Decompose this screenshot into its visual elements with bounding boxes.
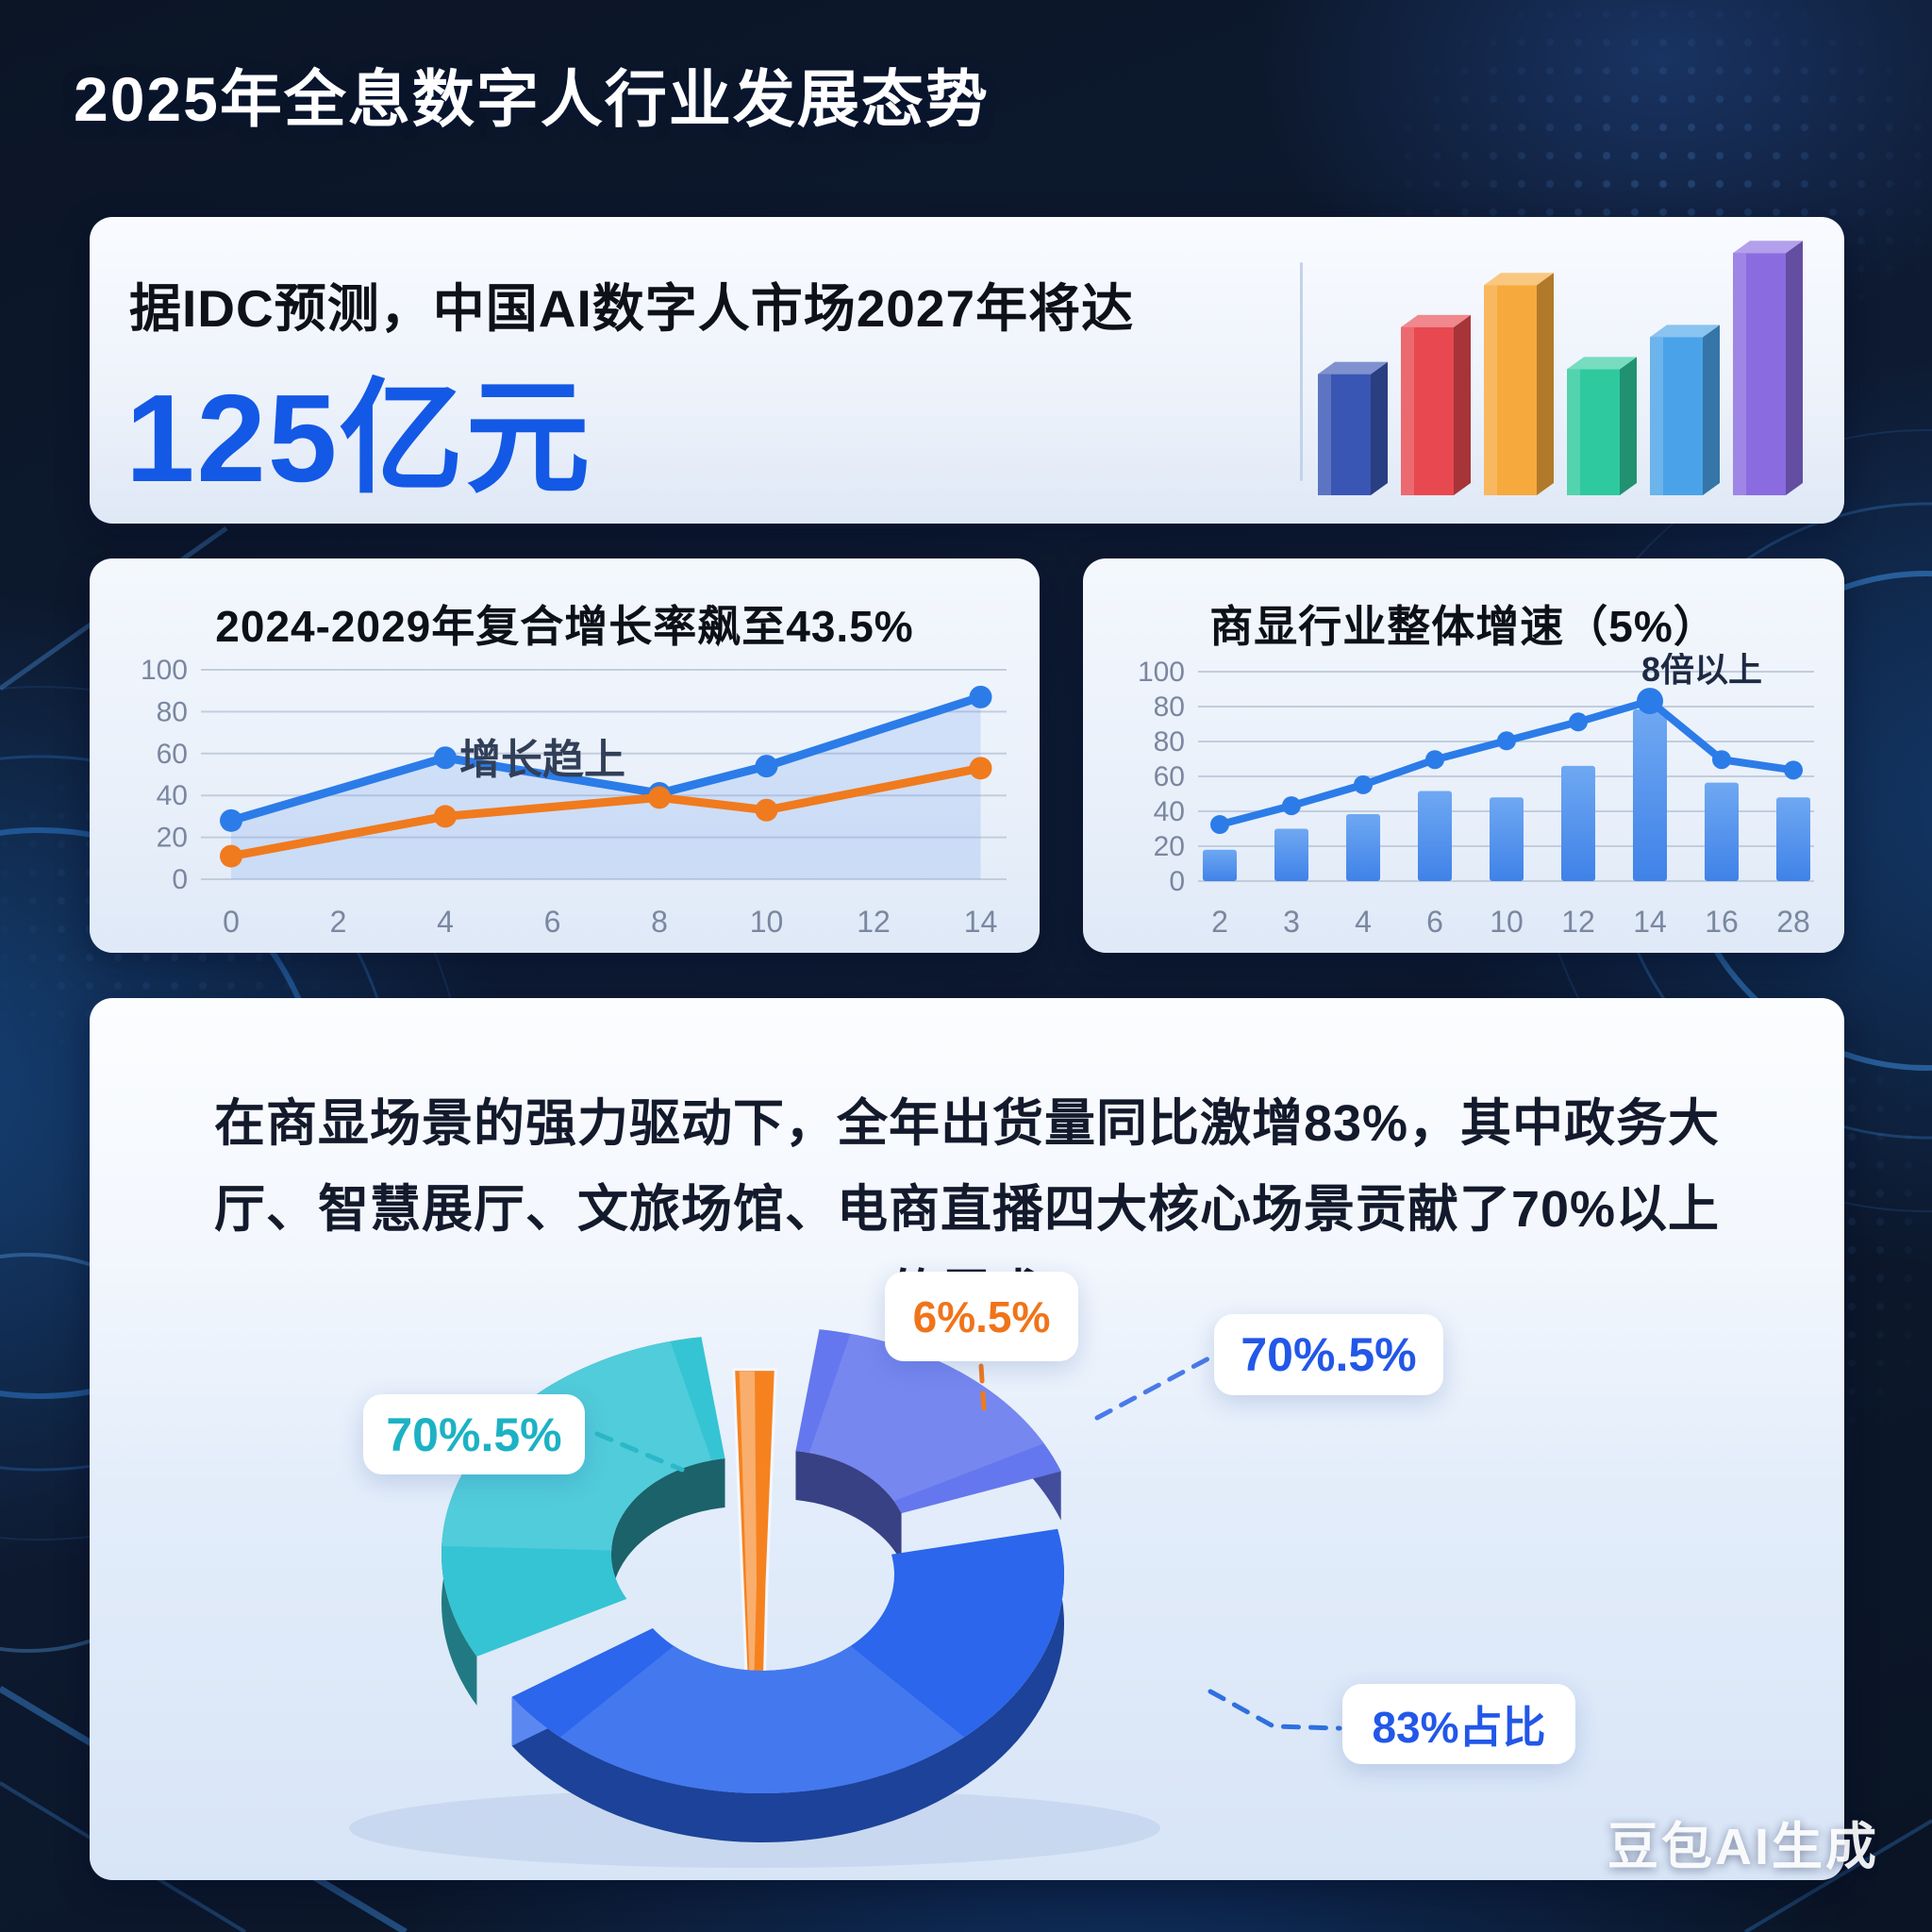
donut-label-orange: 6%.5% <box>885 1272 1078 1361</box>
svg-text:4: 4 <box>1355 905 1372 939</box>
cagr-card: 2024-2029年复合增长率飙至43.5% 100 80 60 40 20 0 0 2 4 6 8… <box>90 558 1040 953</box>
svg-text:40: 40 <box>157 780 188 811</box>
cagr-line-chart: 100 80 60 40 20 0 0 2 4 6 8 10 12 14 增长趋上 <box>141 655 1007 939</box>
svg-text:3: 3 <box>1283 905 1300 939</box>
svg-text:2: 2 <box>1211 905 1228 939</box>
cagr-chart-title: 2024-2029年复合增长率飙至43.5% <box>215 602 914 651</box>
idc-market-value: 125亿元 <box>125 369 592 508</box>
svg-text:4: 4 <box>437 905 454 939</box>
svg-text:12: 12 <box>857 905 891 939</box>
svg-text:40: 40 <box>1154 796 1185 827</box>
svg-text:16: 16 <box>1705 905 1739 939</box>
industry-chart-title: 商显行业整体增速（5%） <box>1209 602 1718 651</box>
idc-prediction-text: 据IDC预测，中国AI数字人市场2027年将达 <box>129 279 1135 338</box>
svg-text:80: 80 <box>1154 726 1185 758</box>
svg-text:10: 10 <box>750 905 784 939</box>
donut-label-orange-text: 6%.5% <box>912 1291 1051 1341</box>
svg-text:14: 14 <box>1633 905 1667 939</box>
donut-label-blue-text: 83%占比 <box>1372 1702 1546 1752</box>
idc-3d-bar-chart <box>1318 241 1803 496</box>
donut-label-periwinkle: 70%.5% <box>1214 1314 1443 1395</box>
svg-text:80: 80 <box>1154 691 1185 723</box>
svg-text:100: 100 <box>1138 657 1185 688</box>
svg-text:0: 0 <box>223 905 240 939</box>
svg-text:8: 8 <box>651 905 668 939</box>
industry-growth-card: 商显行业整体增速（5%） 100 80 80 60 40 20 0 2 3 4 6 10 12 14 16 2… <box>1083 558 1844 953</box>
svg-text:8倍以上: 8倍以上 <box>1641 653 1762 689</box>
svg-text:6: 6 <box>1426 905 1443 939</box>
idc-prediction-card: 据IDC预测，中国AI数字人市场2027年将达 125亿元 <box>90 217 1844 524</box>
page-title: 2025年全息数字人行业发展态势 <box>74 64 990 134</box>
donut-label-blue: 83%占比 <box>1342 1684 1575 1764</box>
donut-label-teal: 70%.5% <box>363 1394 585 1474</box>
svg-text:0: 0 <box>1169 866 1185 897</box>
svg-text:14: 14 <box>964 905 998 939</box>
svg-text:增长趋上: 增长趋上 <box>459 737 625 783</box>
svg-text:28: 28 <box>1776 905 1810 939</box>
svg-text:2: 2 <box>330 905 347 939</box>
svg-text:6: 6 <box>544 905 561 939</box>
donut-label-periwinkle-text: 70%.5% <box>1241 1328 1417 1381</box>
donut-3d-chart <box>349 1329 1342 1868</box>
scene-summary-card: 在商显场景的强力驱动下，全年出货量同比激增83%，其中政务大厅、智慧展厅、文旅场… <box>90 998 1844 1880</box>
watermark: 豆包AI生成 <box>1607 1819 1879 1875</box>
svg-text:60: 60 <box>1154 761 1185 792</box>
svg-text:20: 20 <box>1154 831 1185 862</box>
svg-text:0: 0 <box>172 864 188 895</box>
svg-text:12: 12 <box>1561 905 1595 939</box>
donut-label-teal-text: 70%.5% <box>386 1407 562 1461</box>
svg-text:80: 80 <box>157 696 188 727</box>
svg-text:10: 10 <box>1490 905 1524 939</box>
vertical-divider <box>1300 262 1303 481</box>
svg-text:100: 100 <box>141 655 188 686</box>
svg-text:20: 20 <box>157 823 188 854</box>
svg-text:60: 60 <box>157 739 188 770</box>
